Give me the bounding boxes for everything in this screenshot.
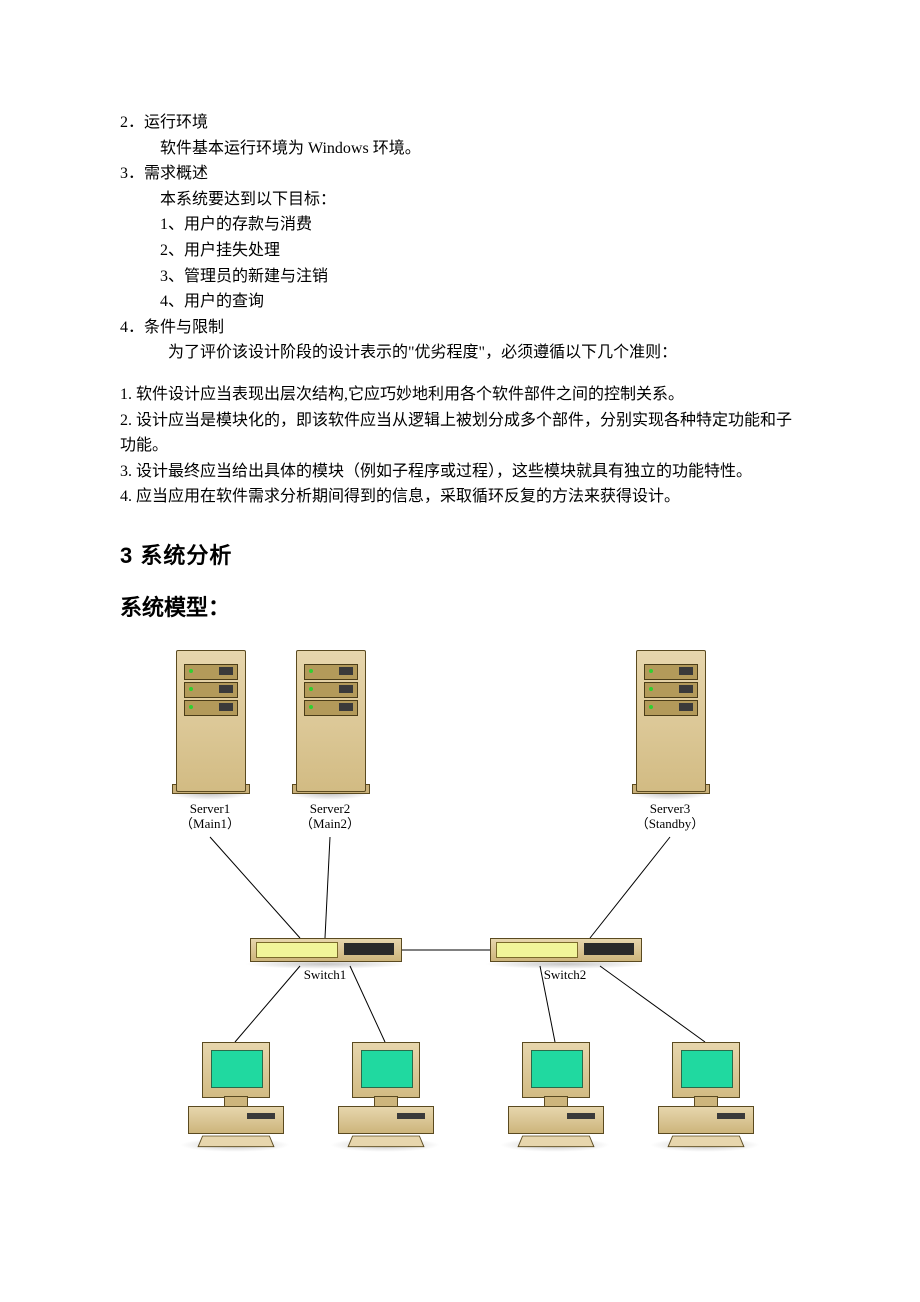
server-icon (630, 650, 710, 800)
list-item: 3、管理员的新建与注销 (120, 264, 800, 290)
label-line-1: Server2 (310, 801, 350, 816)
principle-3: 3. 设计最终应当给出具体的模块（例如子程序或过程），这些模块就具有独立的功能特… (120, 459, 800, 485)
body-text-block: 2．运行环境 软件基本运行环境为 Windows 环境。 3．需求概述 本系统要… (120, 110, 800, 510)
section-4-intro: 为了评价该设计阶段的设计表示的"优劣程度"，必须遵循以下几个准则： (120, 340, 800, 366)
section-3-heading: 3．需求概述 (120, 161, 800, 187)
workstation-icon (500, 1042, 610, 1152)
label-line-2: （Main1） (180, 816, 240, 831)
section-number: 4． (120, 319, 144, 336)
section-title: 运行环境 (144, 114, 208, 131)
switch-icon (250, 934, 400, 966)
heading-system-analysis: 3 系统分析 (120, 538, 800, 570)
heading-system-model: 系统模型： (120, 590, 800, 622)
section-4-heading: 4．条件与限制 (120, 315, 800, 341)
section-number: 3． (120, 165, 144, 182)
principle-4: 4. 应当应用在软件需求分析期间得到的信息，采取循环反复的方法来获得设计。 (120, 484, 800, 510)
section-title: 条件与限制 (144, 319, 224, 336)
node-label: Switch1 (280, 968, 370, 983)
node-label: Server1 （Main1） (165, 802, 255, 832)
list-item: 1、用户的存款与消费 (120, 212, 800, 238)
list-item: 2、用户挂失处理 (120, 238, 800, 264)
section-number: 2． (120, 114, 144, 131)
document-page: 2．运行环境 软件基本运行环境为 Windows 环境。 3．需求概述 本系统要… (0, 0, 920, 1222)
label-line-2: （Standby） (636, 816, 705, 831)
node-label: Switch2 (520, 968, 610, 983)
server-icon (290, 650, 370, 800)
principle-1: 1. 软件设计应当表现出层次结构,它应巧妙地利用各个软件部件之间的控制关系。 (120, 382, 800, 408)
section-title: 需求概述 (144, 165, 208, 182)
list-item: 4、用户的查询 (120, 289, 800, 315)
workstation-icon (650, 1042, 760, 1152)
label-line-1: Server1 (190, 801, 230, 816)
section-2-body: 软件基本运行环境为 Windows 环境。 (120, 136, 800, 162)
workstation-icon (180, 1042, 290, 1152)
node-label: Server2 （Main2） (285, 802, 375, 832)
network-diagram: Server1 （Main1） Server2 （Main2） Server3 … (120, 642, 800, 1162)
workstation-icon (330, 1042, 440, 1152)
switch-icon (490, 934, 640, 966)
label-line-1: Server3 (650, 801, 690, 816)
server-icon (170, 650, 250, 800)
section-3-intro: 本系统要达到以下目标： (120, 187, 800, 213)
section-2-heading: 2．运行环境 (120, 110, 800, 136)
node-label: Server3 （Standby） (625, 802, 715, 832)
principle-2: 2. 设计应当是模块化的，即该软件应当从逻辑上被划分成多个部件，分别实现各种特定… (120, 408, 800, 459)
label-line-2: （Main2） (300, 816, 360, 831)
spacer (120, 366, 800, 382)
